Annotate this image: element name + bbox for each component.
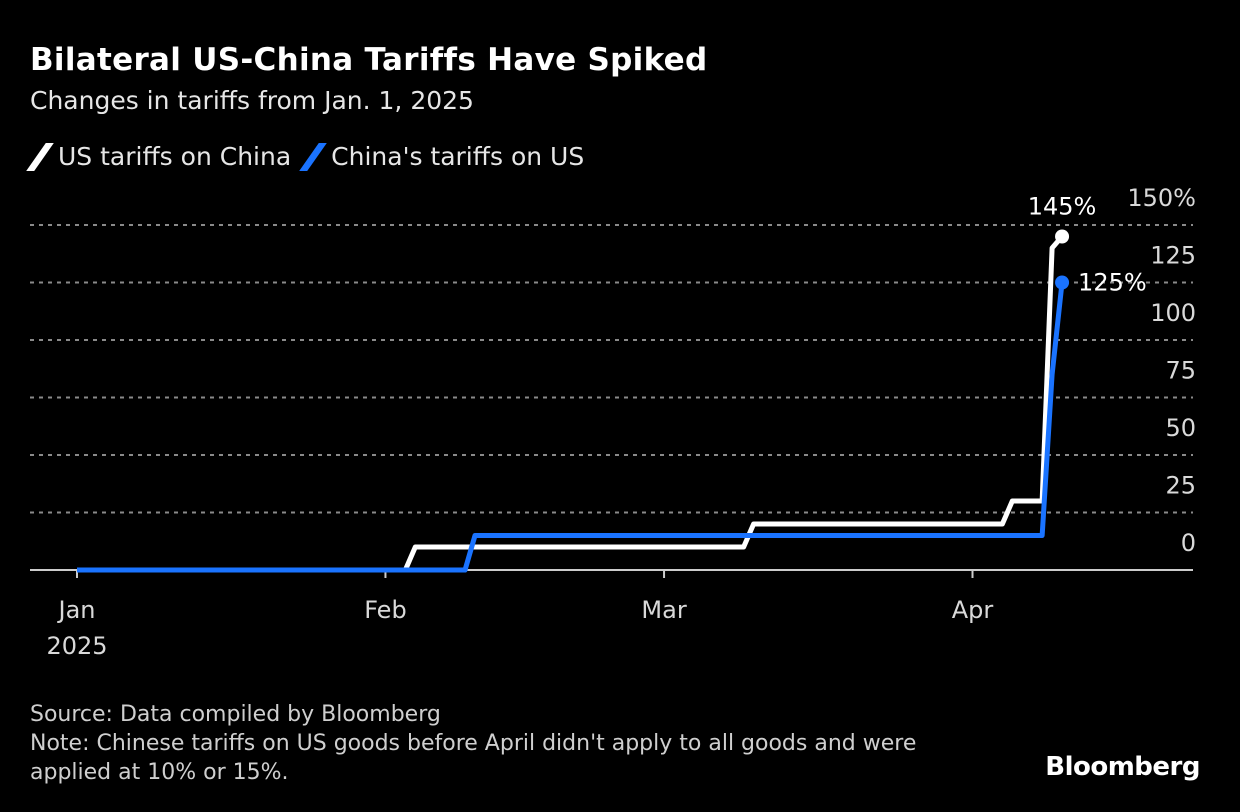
bloomberg-logo: Bloomberg [1045, 752, 1200, 782]
note-text: Note: Chinese tariffs on US goods before… [30, 731, 917, 785]
series-line-0 [77, 234, 1064, 573]
x-tick-label: Jan [57, 596, 96, 624]
y-tick-label: 125 [1150, 242, 1196, 270]
y-tick-label: 100 [1150, 299, 1196, 327]
y-tick-label: 150% [1127, 184, 1196, 212]
x-tick-sublabel: 2025 [46, 632, 107, 660]
legend-item-us: US tariffs on China [26, 142, 292, 171]
legend-item-china: China's tariffs on US [299, 142, 585, 171]
x-tick-label: Feb [364, 596, 407, 624]
end-label-1: 125% [1078, 269, 1147, 297]
y-tick-label: 0 [1181, 529, 1196, 557]
legend-label-china: China's tariffs on US [331, 142, 585, 171]
source-text: Source: Data compiled by Bloomberg [30, 702, 441, 727]
legend: US tariffs on China China's tariffs on U… [26, 142, 585, 171]
footer-notes: Source: Data compiled by Bloomberg Note:… [30, 700, 990, 787]
series-line-1 [77, 282, 1065, 573]
series-end-dot-1 [1055, 275, 1070, 290]
end-label-0: 145% [1028, 193, 1097, 221]
chart-subtitle: Changes in tariffs from Jan. 1, 2025 [30, 86, 474, 115]
series-end-dot-0 [1055, 229, 1070, 244]
legend-label-us: US tariffs on China [58, 142, 292, 171]
y-tick-label: 25 [1165, 472, 1196, 500]
x-tick-label: Mar [641, 596, 686, 624]
y-tick-label: 50 [1165, 414, 1196, 442]
y-tick-label: 75 [1165, 357, 1196, 385]
chart-title: Bilateral US-China Tariffs Have Spiked [30, 42, 708, 78]
x-tick-label: Apr [952, 596, 994, 624]
